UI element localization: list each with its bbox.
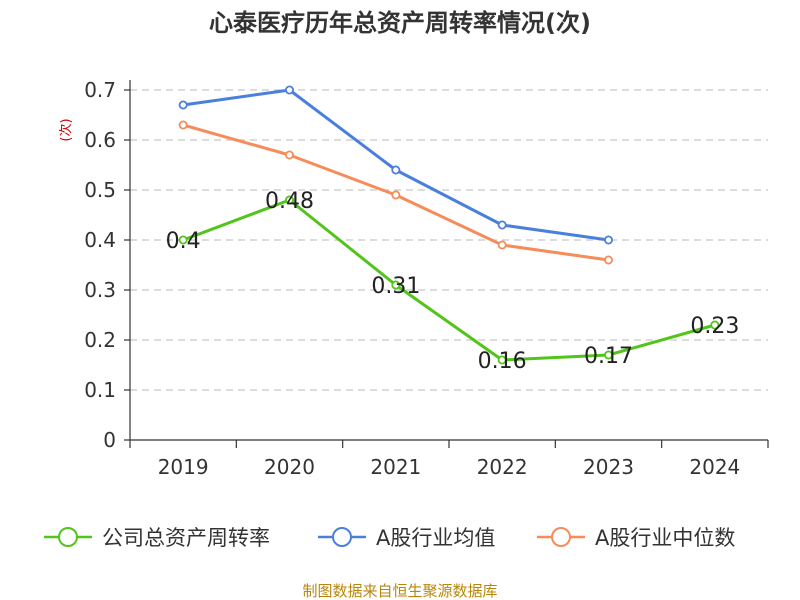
x-tick-label: 2020 bbox=[264, 455, 315, 479]
y-tick-label: 0.2 bbox=[84, 328, 116, 352]
legend-label: 公司总资产周转率 bbox=[102, 526, 270, 550]
data-label: 0.17 bbox=[584, 344, 633, 369]
data-point bbox=[604, 350, 614, 360]
data-point bbox=[178, 235, 188, 245]
data-labels: 0.4 0.48 0.31 0.16 0.17 0.23 bbox=[166, 189, 740, 374]
legend-item[interactable]: 公司总资产周转率 bbox=[44, 526, 270, 550]
data-point bbox=[284, 85, 294, 95]
data-label: 0.23 bbox=[690, 314, 739, 339]
y-tick-label: 0.1 bbox=[84, 378, 116, 402]
data-label: 0.16 bbox=[478, 349, 527, 374]
legend-marker bbox=[58, 527, 78, 547]
legend-item[interactable]: A股行业均值 bbox=[318, 526, 495, 550]
data-point bbox=[710, 320, 720, 330]
data-label: 0.31 bbox=[371, 274, 420, 299]
x-tick-label: 2024 bbox=[689, 455, 740, 479]
data-point bbox=[497, 220, 507, 230]
chart-title: 心泰医疗历年总资产周转率情况(次) bbox=[209, 9, 591, 37]
data-point bbox=[284, 150, 294, 160]
legend[interactable]: 公司总资产周转率 A股行业均值 A股行业中位数 bbox=[44, 526, 735, 550]
data-point bbox=[178, 120, 188, 130]
x-tick-label: 2019 bbox=[158, 455, 209, 479]
legend-label: A股行业均值 bbox=[376, 526, 495, 550]
y-tick-label: 0.7 bbox=[84, 78, 116, 102]
data-point bbox=[391, 165, 401, 175]
legend-label: A股行业中位数 bbox=[595, 526, 735, 550]
y-axis-label: (次) bbox=[58, 118, 74, 141]
y-tick-label: 0 bbox=[103, 428, 116, 452]
y-tick-label: 0.6 bbox=[84, 128, 116, 152]
data-point bbox=[391, 190, 401, 200]
data-point bbox=[497, 355, 507, 365]
data-label: 0.48 bbox=[265, 189, 314, 214]
data-point bbox=[604, 235, 614, 245]
y-tick-label: 0.5 bbox=[84, 178, 116, 202]
legend-marker bbox=[551, 527, 571, 547]
data-point bbox=[178, 100, 188, 110]
series-layer bbox=[178, 85, 720, 365]
x-tick-label: 2023 bbox=[583, 455, 634, 479]
y-tick-label: 0.4 bbox=[84, 228, 116, 252]
axes: 0 0.1 0.2 0.3 0.4 0.5 0.6 0.7 2019 2020 2021 2022 20… bbox=[84, 78, 769, 479]
x-tick-label: 2021 bbox=[370, 455, 421, 479]
data-label: 0.4 bbox=[166, 229, 201, 254]
data-point bbox=[391, 280, 401, 290]
series-line bbox=[182, 198, 716, 362]
data-point bbox=[604, 255, 614, 265]
legend-item[interactable]: A股行业中位数 bbox=[537, 526, 735, 550]
source-note: 制图数据来自恒生聚源数据库 bbox=[302, 582, 497, 600]
legend-marker bbox=[332, 527, 352, 547]
grid bbox=[130, 89, 768, 391]
data-point bbox=[284, 195, 294, 205]
data-point bbox=[497, 240, 507, 250]
x-tick-label: 2022 bbox=[477, 455, 528, 479]
y-tick-label: 0.3 bbox=[84, 278, 116, 302]
